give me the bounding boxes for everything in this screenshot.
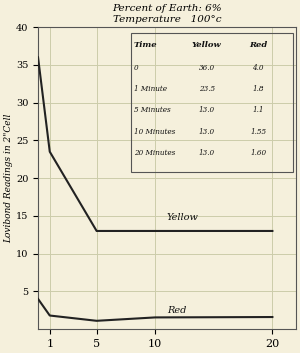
Text: Red: Red xyxy=(167,305,186,315)
Text: Yellow: Yellow xyxy=(167,213,199,222)
Title: Percent of Earth: 6%
Temperature   100°c: Percent of Earth: 6% Temperature 100°c xyxy=(112,4,222,24)
Y-axis label: Lovibond Readings in 2"Cell: Lovibond Readings in 2"Cell xyxy=(4,113,13,243)
